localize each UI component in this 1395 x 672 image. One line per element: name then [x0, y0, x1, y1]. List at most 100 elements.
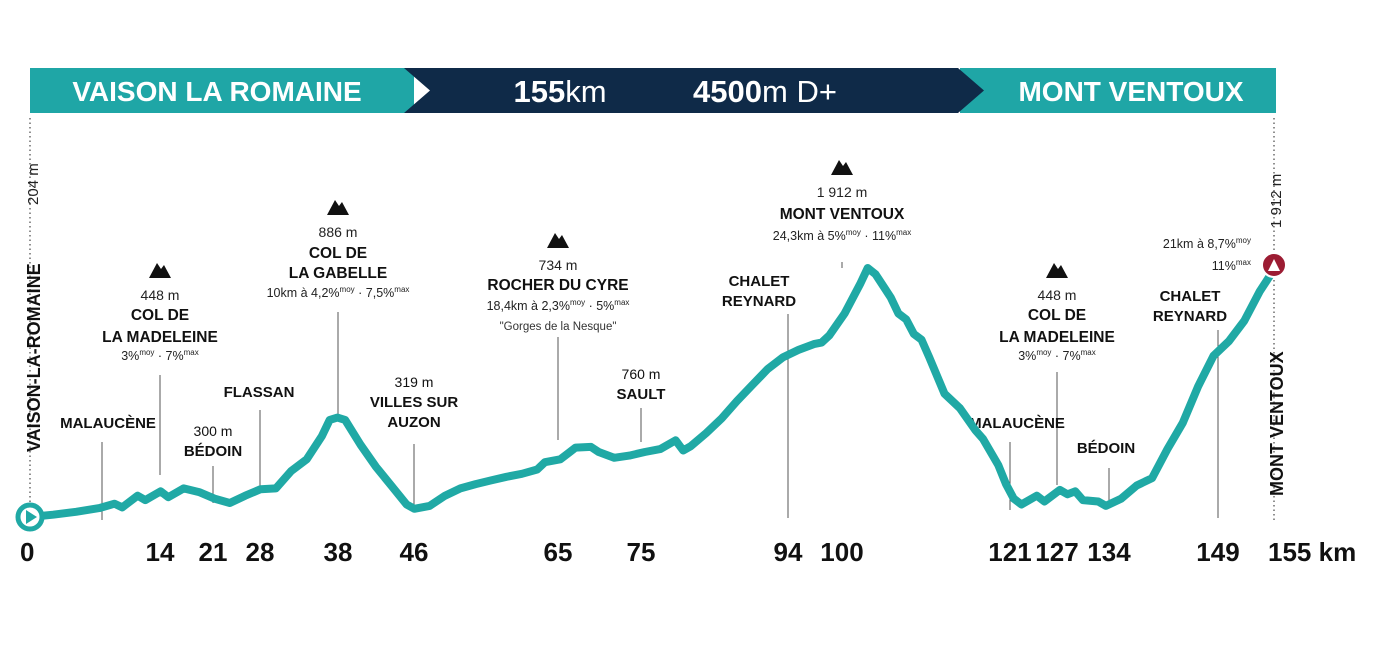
x-tick-label: 127 — [1035, 537, 1078, 567]
mountain-icon-shape — [327, 200, 349, 215]
header-elevation-value: 4500 — [693, 74, 762, 109]
col-name: COL DE — [131, 307, 189, 324]
col-name: COL DE — [309, 245, 367, 262]
town-annotation: FLASSAN — [224, 384, 295, 401]
col-annotation: 1 912 m MONT VENTOUX 24,3km à 5%moy · 11%m… — [773, 160, 911, 243]
col-altitude: 734 m — [539, 257, 578, 273]
col-name: LA MADELEINE — [102, 329, 218, 346]
header-start-segment — [30, 68, 414, 113]
x-tick-label: 121 — [988, 537, 1031, 567]
town-name: MALAUCÈNE — [969, 415, 1065, 432]
x-tick-label: 75 — [627, 537, 656, 567]
col-annotation: 886 m COL DE LA GABELLE 10km à 4,2%moy · 7,… — [267, 200, 410, 300]
town-name: BÉDOIN — [1077, 440, 1135, 457]
x-tick-label: 149 — [1196, 537, 1239, 567]
x-tick-label: 134 — [1087, 537, 1131, 567]
town-name: AUZON — [387, 414, 440, 431]
x-tick-label: 38 — [324, 537, 353, 567]
town-annotation: 319 m VILLES SUR AUZON — [370, 374, 459, 431]
x-tick-label: 21 — [199, 537, 228, 567]
town-name: BÉDOIN — [184, 443, 242, 460]
col-altitude: 448 m — [1038, 287, 1077, 303]
final-climb-stat: 11%max — [1212, 258, 1251, 273]
town-annotation: 300 m BÉDOIN — [184, 423, 242, 460]
end-altitude-label: 1 912 m — [1268, 174, 1285, 228]
town-name: MALAUCÈNE — [60, 415, 156, 432]
col-stats: 18,4km à 2,3%moy · 5%max — [487, 298, 630, 313]
town-name: VILLES SUR — [370, 394, 459, 411]
start-altitude-label: 204 m — [25, 163, 42, 205]
x-tick-label: 0 — [20, 537, 34, 567]
col-name: LA GABELLE — [289, 265, 387, 282]
mountain-icon-shape — [547, 233, 569, 248]
town-annotation: CHALET REYNARD — [722, 273, 796, 310]
annotations: 448 m COL DE LA MADELEINE 3%moy · 7%max 886 … — [60, 160, 1251, 460]
col-name: LA MADELEINE — [999, 329, 1115, 346]
x-tick-label: 100 — [820, 537, 863, 567]
mountain-icon — [149, 263, 171, 278]
start-town-label: VAISON-LA-ROMAINE — [24, 263, 44, 452]
profile-layer — [15, 252, 1287, 532]
col-annotation: 448 m COL DE LA MADELEINE 3%moy · 7%max — [999, 263, 1115, 363]
mountain-icon — [547, 233, 569, 248]
town-name: REYNARD — [1153, 308, 1227, 325]
mountain-icon-shape — [831, 160, 853, 175]
town-annotation: MALAUCÈNE — [60, 415, 156, 432]
col-name: MONT VENTOUX — [780, 206, 905, 223]
town-name: CHALET — [1160, 288, 1221, 305]
header-finish-label: MONT VENTOUX — [1018, 76, 1243, 107]
finish-marker-icon — [1268, 259, 1280, 271]
col-annotation: 448 m COL DE LA MADELEINE 3%moy · 7%max — [102, 263, 218, 363]
final-climb-stats: 21km à 8,7%moy 11%max — [1163, 236, 1251, 273]
town-altitude: 319 m — [395, 374, 434, 390]
header-distance-value: 155 — [513, 74, 565, 109]
leader-lines — [101, 262, 1219, 520]
header-distance-unit: km — [565, 74, 606, 109]
col-altitude: 448 m — [141, 287, 180, 303]
town-altitude: 760 m — [622, 366, 661, 382]
town-name: FLASSAN — [224, 384, 295, 401]
col-stats: 10km à 4,2%moy · 7,5%max — [267, 285, 410, 300]
mountain-icon-shape — [1046, 263, 1068, 278]
header-start-label: VAISON LA ROMAINE — [72, 76, 361, 107]
header-band: VAISON LA ROMAINE 155km 4500m D+ MONT VE… — [30, 68, 1276, 113]
col-altitude: 886 m — [319, 224, 358, 240]
header-distance: 155km — [513, 74, 606, 109]
col-stats: 3%moy · 7%max — [121, 348, 199, 363]
mountain-icon — [1046, 263, 1068, 278]
town-name: SAULT — [617, 386, 666, 403]
town-annotation: 760 m SAULT — [617, 366, 666, 403]
elevation-profile-line — [26, 264, 1279, 521]
col-name: COL DE — [1028, 307, 1086, 324]
town-annotation: CHALET REYNARD — [1153, 288, 1227, 325]
mountain-icon — [327, 200, 349, 215]
final-climb-stat: 21km à 8,7%moy — [1163, 236, 1251, 251]
col-stats: 3%moy · 7%max — [1018, 348, 1096, 363]
header-elevation: 4500m D+ — [693, 74, 837, 109]
x-tick-label: 14 — [146, 537, 175, 567]
x-tick-label: 28 — [246, 537, 275, 567]
town-name: CHALET — [729, 273, 790, 290]
town-name: REYNARD — [722, 293, 796, 310]
header-elevation-unit: m D+ — [762, 74, 837, 109]
x-tick-label: 94 — [774, 537, 803, 567]
header-finish-segment — [960, 68, 1276, 113]
col-annotation: 734 m ROCHER DU CYRE 18,4km à 2,3%moy · 5%… — [487, 233, 630, 333]
town-annotation: MALAUCÈNE — [969, 415, 1065, 432]
town-annotation: BÉDOIN — [1077, 440, 1135, 457]
col-altitude: 1 912 m — [817, 184, 868, 200]
x-tick-label: 65 — [544, 537, 573, 567]
col-name: ROCHER DU CYRE — [487, 277, 628, 294]
header-center-segment — [404, 68, 984, 113]
end-town-label: MONT VENTOUX — [1267, 351, 1287, 496]
start-marker-arrow — [26, 510, 37, 524]
mountain-icon-shape — [149, 263, 171, 278]
col-stats: 24,3km à 5%moy · 11%max — [773, 228, 911, 243]
mountain-icon — [831, 160, 853, 175]
col-note: "Gorges de la Nesque" — [500, 321, 617, 333]
town-altitude: 300 m — [194, 423, 233, 439]
x-tick-label: 155 km — [1268, 537, 1356, 567]
x-tick-label: 46 — [400, 537, 429, 567]
x-axis-ticks: 0 14 21 28 38 46 65 75 94 100 121 127 134 149 155 km — [20, 537, 1356, 567]
